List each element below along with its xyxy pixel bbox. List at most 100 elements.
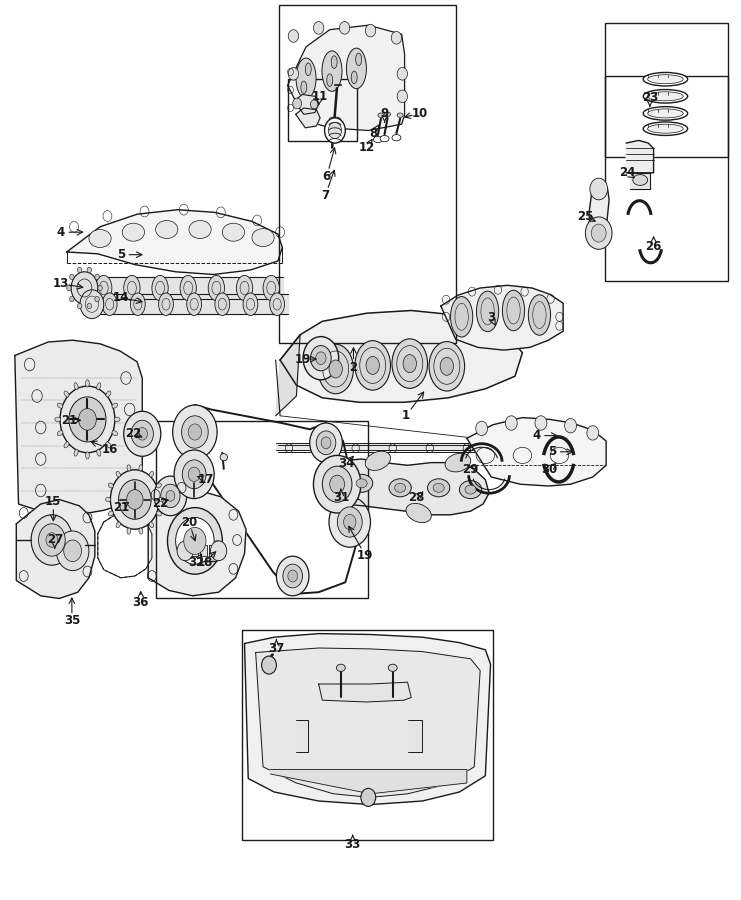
Circle shape — [590, 178, 608, 200]
Ellipse shape — [397, 113, 403, 118]
Ellipse shape — [124, 275, 140, 301]
Ellipse shape — [189, 220, 211, 238]
Ellipse shape — [643, 89, 688, 103]
Ellipse shape — [102, 292, 117, 315]
Ellipse shape — [152, 275, 168, 301]
Ellipse shape — [127, 528, 131, 535]
Circle shape — [321, 436, 331, 449]
Circle shape — [98, 285, 102, 291]
Text: 5: 5 — [116, 248, 125, 261]
Text: 13: 13 — [53, 277, 69, 290]
Circle shape — [60, 386, 115, 453]
Ellipse shape — [156, 511, 162, 516]
Ellipse shape — [502, 290, 525, 331]
Text: 23: 23 — [642, 91, 658, 104]
Ellipse shape — [648, 124, 683, 133]
Ellipse shape — [643, 122, 688, 136]
Polygon shape — [15, 340, 142, 515]
Ellipse shape — [305, 63, 311, 76]
Ellipse shape — [55, 418, 61, 421]
Ellipse shape — [252, 229, 274, 247]
Ellipse shape — [112, 431, 118, 436]
Ellipse shape — [331, 56, 337, 68]
Text: 7: 7 — [322, 189, 329, 202]
Ellipse shape — [97, 382, 101, 390]
Ellipse shape — [643, 72, 688, 86]
Ellipse shape — [465, 485, 476, 494]
Circle shape — [78, 267, 82, 273]
Text: 1: 1 — [402, 410, 410, 422]
Polygon shape — [288, 25, 405, 130]
Circle shape — [188, 424, 202, 440]
Circle shape — [337, 507, 362, 537]
Text: 32: 32 — [188, 556, 205, 569]
Polygon shape — [148, 486, 246, 596]
Circle shape — [535, 416, 547, 430]
Text: 3: 3 — [488, 311, 495, 324]
Circle shape — [124, 411, 161, 456]
Text: 17: 17 — [198, 473, 214, 486]
Text: 14: 14 — [113, 292, 129, 304]
Circle shape — [154, 476, 187, 516]
Circle shape — [184, 527, 206, 554]
Text: 27: 27 — [47, 533, 63, 545]
Ellipse shape — [243, 292, 258, 315]
Ellipse shape — [96, 275, 112, 301]
Circle shape — [39, 524, 65, 556]
Bar — [288, 79, 357, 141]
Text: 21: 21 — [113, 501, 129, 514]
Ellipse shape — [64, 391, 69, 397]
Ellipse shape — [74, 449, 78, 456]
Ellipse shape — [351, 71, 357, 84]
Circle shape — [313, 22, 324, 34]
Polygon shape — [630, 173, 650, 189]
Polygon shape — [589, 182, 609, 243]
Ellipse shape — [296, 58, 316, 98]
Ellipse shape — [318, 344, 353, 394]
Ellipse shape — [270, 292, 285, 315]
Ellipse shape — [222, 223, 245, 241]
Circle shape — [361, 788, 376, 806]
Polygon shape — [278, 445, 519, 452]
Ellipse shape — [429, 342, 465, 392]
Circle shape — [67, 285, 71, 291]
Ellipse shape — [378, 113, 384, 118]
Polygon shape — [256, 648, 480, 797]
Ellipse shape — [336, 664, 345, 671]
Circle shape — [397, 68, 408, 80]
Polygon shape — [467, 418, 606, 486]
Text: 19: 19 — [295, 353, 311, 365]
Bar — [156, 421, 368, 598]
Text: 25: 25 — [577, 210, 594, 222]
Ellipse shape — [208, 275, 225, 301]
Ellipse shape — [127, 464, 131, 471]
Circle shape — [95, 274, 99, 280]
Polygon shape — [294, 94, 319, 114]
Ellipse shape — [220, 454, 227, 461]
Bar — [279, 5, 456, 343]
Circle shape — [56, 531, 89, 571]
Text: 2: 2 — [350, 361, 357, 374]
Polygon shape — [67, 210, 282, 274]
Ellipse shape — [476, 292, 499, 331]
Text: 9: 9 — [380, 107, 389, 120]
Bar — [191, 545, 198, 556]
Circle shape — [87, 303, 91, 309]
Text: 6: 6 — [322, 170, 331, 183]
Circle shape — [188, 467, 200, 482]
Text: 19: 19 — [357, 549, 373, 562]
Text: 22: 22 — [152, 497, 168, 509]
Circle shape — [182, 460, 206, 489]
Ellipse shape — [139, 528, 143, 535]
Ellipse shape — [329, 360, 342, 378]
Ellipse shape — [445, 454, 471, 472]
Circle shape — [71, 272, 98, 304]
Text: 33: 33 — [345, 838, 361, 850]
Circle shape — [344, 515, 356, 529]
Ellipse shape — [350, 474, 373, 492]
Polygon shape — [89, 294, 288, 314]
Ellipse shape — [633, 175, 648, 185]
Text: 24: 24 — [619, 166, 635, 179]
Text: 21: 21 — [61, 414, 77, 427]
Circle shape — [95, 296, 99, 302]
